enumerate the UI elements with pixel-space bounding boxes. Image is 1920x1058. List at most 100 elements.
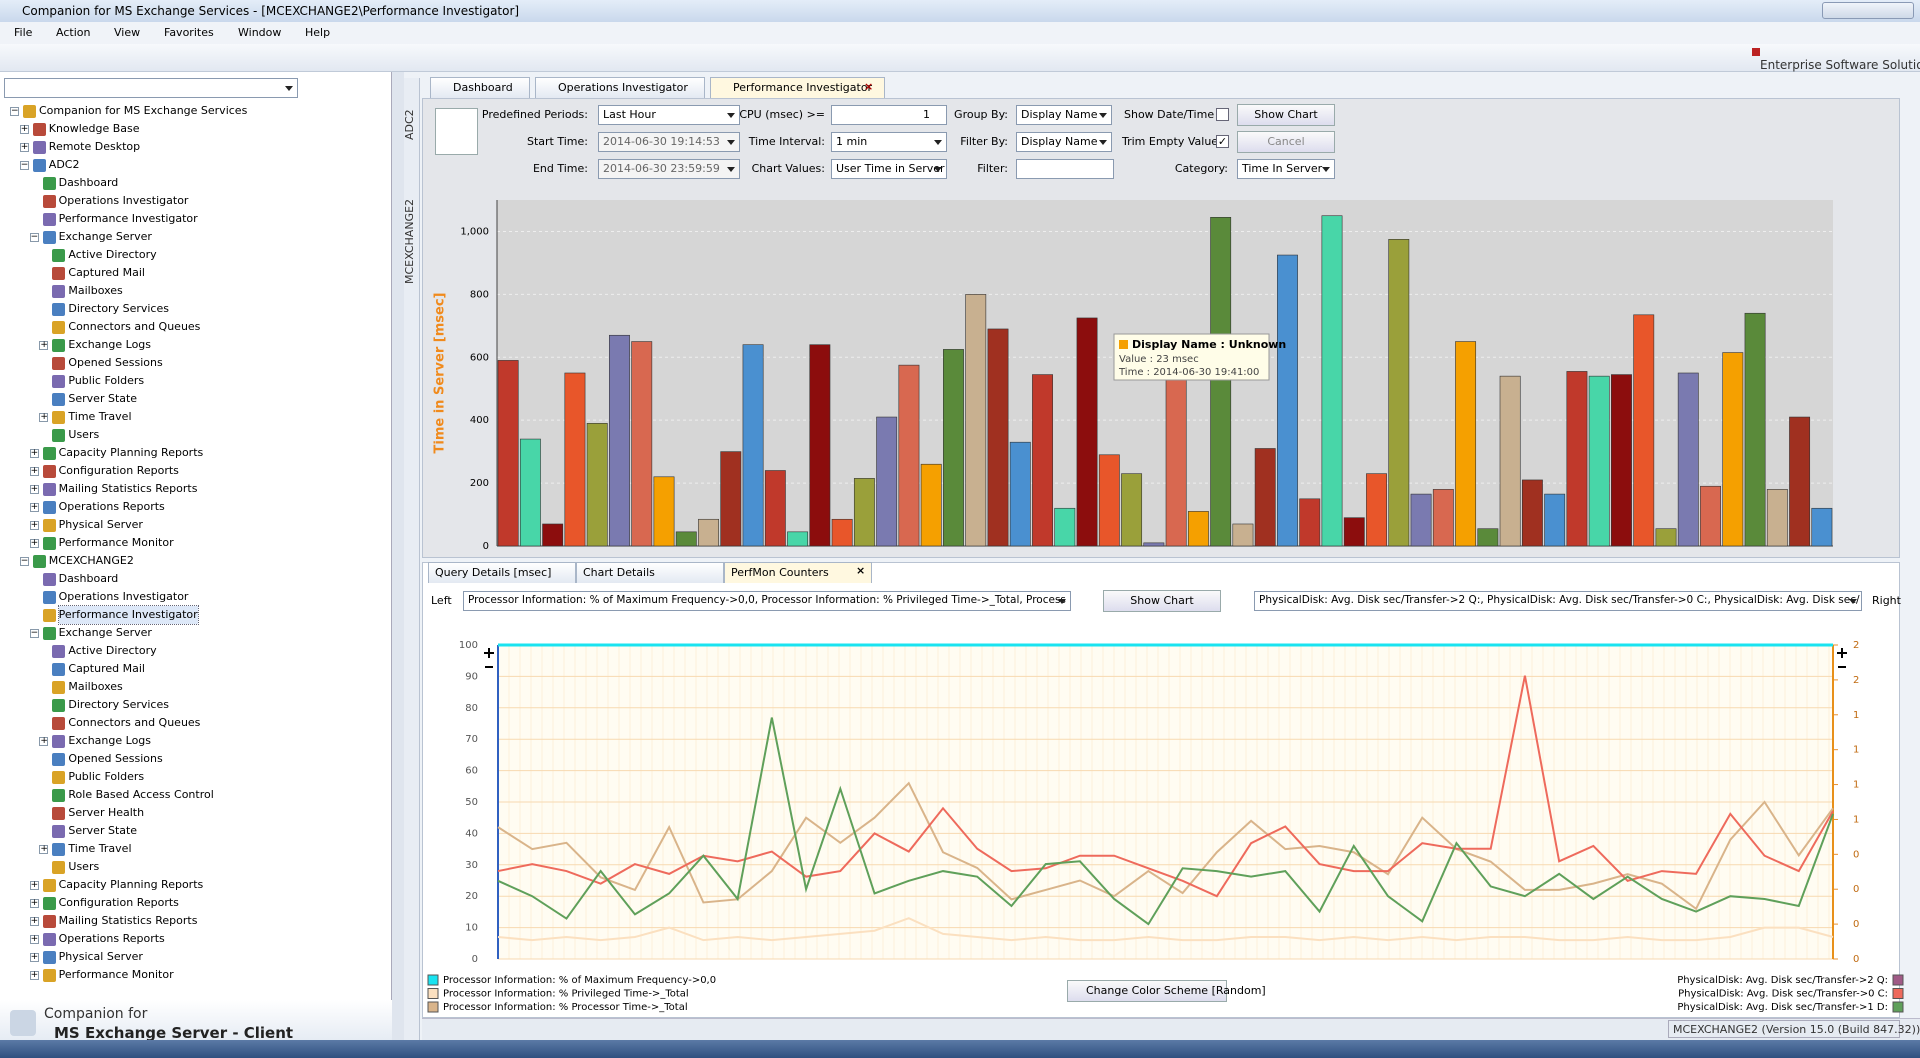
combo[interactable]: PhysicalDisk: Avg. Disk sec/Transfer->2 … — [1254, 591, 1862, 611]
tab[interactable]: Dashboard — [430, 77, 530, 98]
checkbox[interactable]: ✓ — [1216, 135, 1229, 148]
button[interactable]: Change Color Scheme [Random] — [1067, 980, 1266, 1002]
tab[interactable]: PerfMon Counters — [724, 562, 872, 583]
tab[interactable]: Performance Investigator — [710, 77, 885, 98]
tree-item[interactable]: Directory Services — [68, 698, 169, 711]
tree-item[interactable]: MCEXCHANGE2 — [48, 554, 134, 567]
combo[interactable]: Time In Server — [1237, 159, 1335, 179]
tree-expander[interactable]: + — [39, 844, 49, 854]
tree-item[interactable]: Public Folders — [68, 374, 145, 387]
checkbox[interactable] — [1216, 108, 1229, 121]
tree-item[interactable]: ADC2 — [48, 158, 80, 171]
combo[interactable]: Processor Information: % of Maximum Freq… — [463, 591, 1071, 611]
tree-expander[interactable]: + — [29, 466, 39, 476]
tree-expander[interactable]: − — [29, 232, 39, 242]
tree-expander[interactable]: + — [19, 124, 29, 134]
tree-expander[interactable]: + — [39, 412, 49, 422]
tree-item[interactable]: Captured Mail — [68, 266, 145, 279]
tree-expander[interactable]: + — [29, 484, 39, 494]
button[interactable]: Show Chart — [1237, 104, 1335, 126]
combo[interactable]: 1 min — [831, 132, 947, 152]
tree-item[interactable]: Performance Monitor — [58, 536, 174, 549]
tree-expander[interactable]: − — [10, 106, 19, 116]
tree-expander[interactable]: − — [29, 628, 39, 638]
tree-item[interactable]: Directory Services — [68, 302, 169, 315]
tree-item[interactable]: Operations Investigator — [58, 194, 189, 207]
tree-item[interactable]: Physical Server — [58, 950, 143, 963]
tree-item[interactable]: Users — [68, 860, 100, 873]
tree-item[interactable]: Users — [68, 428, 100, 441]
search-box[interactable] — [4, 78, 298, 98]
tree-item[interactable]: Performance Investigator — [58, 212, 198, 225]
tree-expander[interactable]: − — [19, 556, 29, 566]
combo[interactable]: User Time in Server — [831, 159, 947, 179]
tree-item[interactable]: Mailboxes — [68, 284, 123, 297]
menu-item[interactable]: Help — [305, 26, 331, 39]
button[interactable]: Cancel — [1237, 131, 1335, 153]
tree-item[interactable]: Active Directory — [68, 644, 157, 657]
tree-item[interactable]: Server State — [68, 392, 138, 405]
tree-expander[interactable]: + — [29, 880, 39, 890]
tree-item[interactable]: Exchange Server — [58, 626, 152, 639]
tab[interactable]: Operations Investigator — [535, 77, 705, 98]
tree-item[interactable]: Knowledge Base — [48, 122, 140, 135]
spin-field[interactable]: 1 — [831, 105, 947, 125]
tree-item[interactable]: Mailing Statistics Reports — [58, 914, 198, 927]
tree-item[interactable]: Performance Monitor — [58, 968, 174, 981]
tree-item[interactable]: Dashboard — [58, 572, 119, 585]
window-controls[interactable] — [1822, 2, 1914, 19]
tree-item[interactable]: Time Travel — [68, 410, 132, 423]
tree-expander[interactable]: − — [19, 160, 29, 170]
tab-close[interactable]: × — [856, 564, 866, 577]
tree-item[interactable]: Connectors and Queues — [68, 320, 201, 333]
tree-expander[interactable]: + — [29, 520, 39, 530]
combo[interactable]: Last Hour — [598, 105, 740, 125]
tree-item[interactable]: Configuration Reports — [58, 896, 179, 909]
tree-item[interactable]: Capacity Planning Reports — [58, 878, 204, 891]
tree-item[interactable]: Companion for MS Exchange Services — [39, 104, 248, 117]
tree-expander[interactable]: + — [29, 502, 39, 512]
tree-item[interactable]: Role Based Access Control — [68, 788, 214, 801]
tree-expander[interactable]: + — [29, 970, 39, 980]
tree-item[interactable]: Dashboard — [58, 176, 119, 189]
tree-expander[interactable]: + — [29, 898, 39, 908]
combo[interactable]: Display Name — [1016, 105, 1112, 125]
tree-item[interactable]: Capacity Planning Reports — [58, 446, 204, 459]
tree-item[interactable]: Connectors and Queues — [68, 716, 201, 729]
date-field[interactable]: 2014-06-30 19:14:53 — [598, 132, 740, 152]
tree-item[interactable]: Opened Sessions — [68, 356, 163, 369]
tree-item[interactable]: Opened Sessions — [68, 752, 163, 765]
tree-item[interactable]: Server Health — [68, 806, 145, 819]
tree-item[interactable]: Public Folders — [68, 770, 145, 783]
tree-item[interactable]: Performance Investigator — [57, 605, 199, 625]
tree-expander[interactable]: + — [39, 340, 49, 350]
combo[interactable]: Display Name — [1016, 132, 1112, 152]
tree-item[interactable]: Server State — [68, 824, 138, 837]
tree-item[interactable]: Exchange Logs — [68, 338, 152, 351]
menu-item[interactable]: View — [114, 26, 141, 39]
tab-close[interactable]: × — [864, 80, 874, 93]
tree-item[interactable]: Configuration Reports — [58, 464, 179, 477]
tree-expander[interactable]: + — [19, 142, 29, 152]
menu-item[interactable]: Action — [56, 26, 91, 39]
tree-item[interactable]: Remote Desktop — [48, 140, 141, 153]
menu-item[interactable]: Window — [238, 26, 282, 39]
tree-item[interactable]: Exchange Server — [58, 230, 152, 243]
splitter[interactable] — [392, 72, 404, 1040]
date-field[interactable]: 2014-06-30 23:59:59 — [598, 159, 740, 179]
tree-expander[interactable]: + — [29, 952, 39, 962]
menu-item[interactable]: File — [14, 26, 33, 39]
menu-item[interactable]: Favorites — [164, 26, 214, 39]
tree-item[interactable]: Time Travel — [68, 842, 132, 855]
button[interactable]: Show Chart — [1103, 590, 1221, 612]
tree-expander[interactable]: + — [29, 448, 39, 458]
text-field[interactable] — [1016, 159, 1114, 179]
tree-item[interactable]: Mailing Statistics Reports — [58, 482, 198, 495]
tree-item[interactable]: Captured Mail — [68, 662, 145, 675]
tree-expander[interactable]: + — [29, 934, 39, 944]
tree-item[interactable]: Active Directory — [68, 248, 157, 261]
tab[interactable]: Query Details [msec] — [428, 562, 576, 583]
tree-item[interactable]: Operations Investigator — [58, 590, 189, 603]
tree-expander[interactable]: + — [39, 736, 49, 746]
tree-item[interactable]: Operations Reports — [58, 500, 165, 513]
